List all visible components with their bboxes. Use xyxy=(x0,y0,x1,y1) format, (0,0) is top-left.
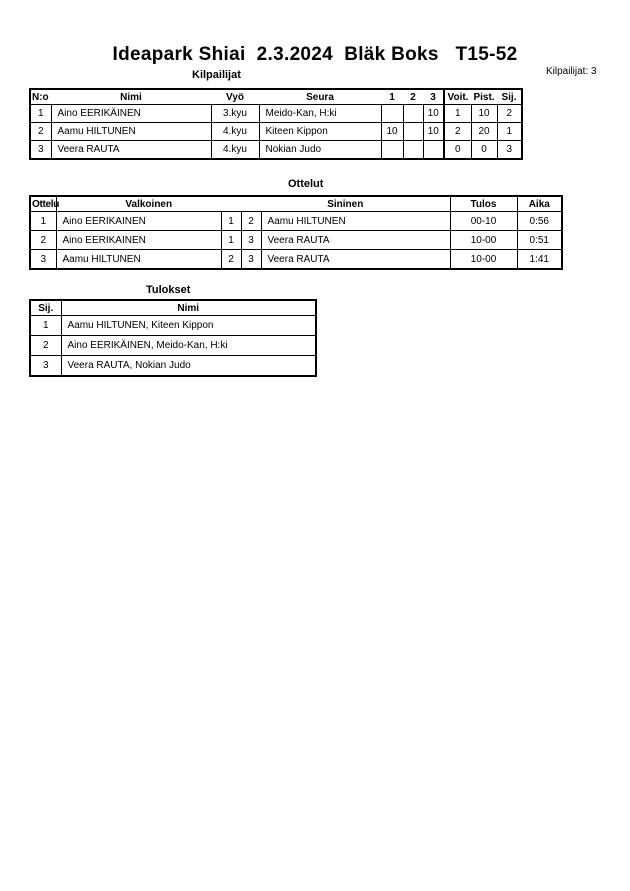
cell-seura: Kiteen Kippon xyxy=(258,122,382,141)
col-header-sininen: Sininen xyxy=(241,195,450,212)
cell-sij: 3 xyxy=(496,140,523,160)
cell-white-no: 1 xyxy=(220,230,242,250)
result-row: 1 Aamu HILTUNEN, Kiteen Kippon xyxy=(29,315,317,336)
cell-white-name: Aamu HILTUNEN xyxy=(55,249,222,270)
cell-blue-name: Aamu HILTUNEN xyxy=(260,211,451,231)
cell-voit: 1 xyxy=(443,104,472,123)
col-header-sij: Sij. xyxy=(29,299,62,316)
cell-no: 2 xyxy=(29,122,52,141)
cell-nimi: Aamu HILTUNEN xyxy=(50,122,212,141)
cell-voit: 0 xyxy=(443,140,472,160)
cell-no: 3 xyxy=(29,140,52,160)
cell-sij: 2 xyxy=(496,104,523,123)
cell-vyo: 3.kyu xyxy=(210,104,260,123)
cell-white-name: Aino EERIKAINEN xyxy=(55,230,222,250)
cell-name-club: Aamu HILTUNEN, Kiteen Kippon xyxy=(60,315,317,336)
kilpailijat-caption: Kilpailijat xyxy=(192,69,241,81)
col-header-ottelu: Ottelu xyxy=(30,195,59,212)
cell-round2 xyxy=(402,140,424,160)
competitor-row: 3 Veera RAUTA 4.kyu Nokian Judo 0 0 3 xyxy=(29,140,523,160)
match-row: 3 Aamu HILTUNEN 2 3 Veera RAUTA 10-00 1:… xyxy=(29,249,563,270)
col-header-valkoinen: Valkoinen xyxy=(56,195,241,212)
cell-tulos: 00-10 xyxy=(449,211,518,231)
cell-round1 xyxy=(380,140,404,160)
col-header-voit: Voit. xyxy=(443,88,471,105)
cell-aika: 1:41 xyxy=(516,249,563,270)
col-header-nimi: Nimi xyxy=(51,88,211,105)
cell-round3 xyxy=(422,140,445,160)
cell-pist: 20 xyxy=(470,122,498,141)
cell-seura: Nokian Judo xyxy=(258,140,382,160)
tulokset-table: Sij. Nimi 1 Aamu HILTUNEN, Kiteen Kippon… xyxy=(29,299,317,377)
cell-blue-no: 3 xyxy=(240,249,262,270)
cell-seura: Meido-Kan, H:ki xyxy=(258,104,382,123)
col-header-aika: Aika xyxy=(516,195,562,212)
cell-nimi: Aino EERIKÄINEN xyxy=(50,104,212,123)
cell-round2 xyxy=(402,104,424,123)
cell-match-no: 1 xyxy=(29,211,57,231)
cell-blue-no: 2 xyxy=(240,211,262,231)
cell-white-name: Aino EERIKAINEN xyxy=(55,211,222,231)
cell-round3: 10 xyxy=(422,122,445,141)
cell-name-club: Veera RAUTA, Nokian Judo xyxy=(60,355,317,377)
cell-round1: 10 xyxy=(380,122,404,141)
cell-round2 xyxy=(402,122,424,141)
cell-round3: 10 xyxy=(422,104,445,123)
col-header-seura: Seura xyxy=(259,88,381,105)
cell-blue-name: Veera RAUTA xyxy=(260,230,451,250)
cell-nimi: Veera RAUTA xyxy=(50,140,212,160)
cell-tulos: 10-00 xyxy=(449,230,518,250)
col-header-round2: 2 xyxy=(403,88,423,105)
kilpailijat-header-row: N:o Nimi Vyö Seura 1 2 3 Voit. Pist. Sij… xyxy=(30,88,522,105)
competitor-row: 1 Aino EERIKÄINEN 3.kyu Meido-Kan, H:ki … xyxy=(29,104,523,123)
cell-match-no: 3 xyxy=(29,249,57,270)
result-row: 3 Veera RAUTA, Nokian Judo xyxy=(29,355,317,377)
cell-placement: 3 xyxy=(29,355,62,377)
tulokset-header-row: Sij. Nimi xyxy=(29,299,317,316)
col-header-round1: 1 xyxy=(381,88,403,105)
col-header-pist: Pist. xyxy=(471,88,497,105)
cell-name-club: Aino EERIKÄINEN, Meido-Kan, H:ki xyxy=(60,335,317,356)
ottelut-caption: Ottelut xyxy=(288,178,324,190)
col-header-round3: 3 xyxy=(423,88,444,105)
kilpailijat-table: N:o Nimi Vyö Seura 1 2 3 Voit. Pist. Sij… xyxy=(29,88,523,160)
cell-pist: 0 xyxy=(470,140,498,160)
cell-white-no: 2 xyxy=(220,249,242,270)
cell-placement: 2 xyxy=(29,335,62,356)
cell-pist: 10 xyxy=(470,104,498,123)
col-header-tulos: Tulos xyxy=(449,195,518,212)
cell-sij: 1 xyxy=(496,122,523,141)
match-row: 2 Aino EERIKAINEN 1 3 Veera RAUTA 10-00 … xyxy=(29,230,563,250)
competitor-row: 2 Aamu HILTUNEN 4.kyu Kiteen Kippon 10 1… xyxy=(29,122,523,141)
cell-tulos: 10-00 xyxy=(449,249,518,270)
cell-no: 1 xyxy=(29,104,52,123)
ottelut-header-row: Ottelu Valkoinen Sininen Tulos Aika xyxy=(30,195,562,212)
ottelut-table: Ottelu Valkoinen Sininen Tulos Aika 1 Ai… xyxy=(29,195,563,270)
competitor-count-label: Kilpailijat: 3 xyxy=(546,66,597,77)
cell-vyo: 4.kyu xyxy=(210,140,260,160)
col-header-nimi: Nimi xyxy=(60,299,317,316)
col-header-vyo: Vyö xyxy=(211,88,259,105)
cell-placement: 1 xyxy=(29,315,62,336)
col-header-sij: Sij. xyxy=(497,88,522,105)
match-row: 1 Aino EERIKAINEN 1 2 Aamu HILTUNEN 00-1… xyxy=(29,211,563,231)
tulokset-caption: Tulokset xyxy=(146,284,191,296)
cell-voit: 2 xyxy=(443,122,472,141)
cell-aika: 0:56 xyxy=(516,211,563,231)
page-title: Ideapark Shiai 2.3.2024 Bläk Boks T15-52 xyxy=(112,44,518,65)
cell-match-no: 2 xyxy=(29,230,57,250)
result-row: 2 Aino EERIKÄINEN, Meido-Kan, H:ki xyxy=(29,335,317,356)
col-header-no: N:o xyxy=(30,88,51,105)
cell-white-no: 1 xyxy=(220,211,242,231)
cell-blue-name: Veera RAUTA xyxy=(260,249,451,270)
cell-blue-no: 3 xyxy=(240,230,262,250)
cell-aika: 0:51 xyxy=(516,230,563,250)
cell-vyo: 4.kyu xyxy=(210,122,260,141)
cell-round1 xyxy=(380,104,404,123)
